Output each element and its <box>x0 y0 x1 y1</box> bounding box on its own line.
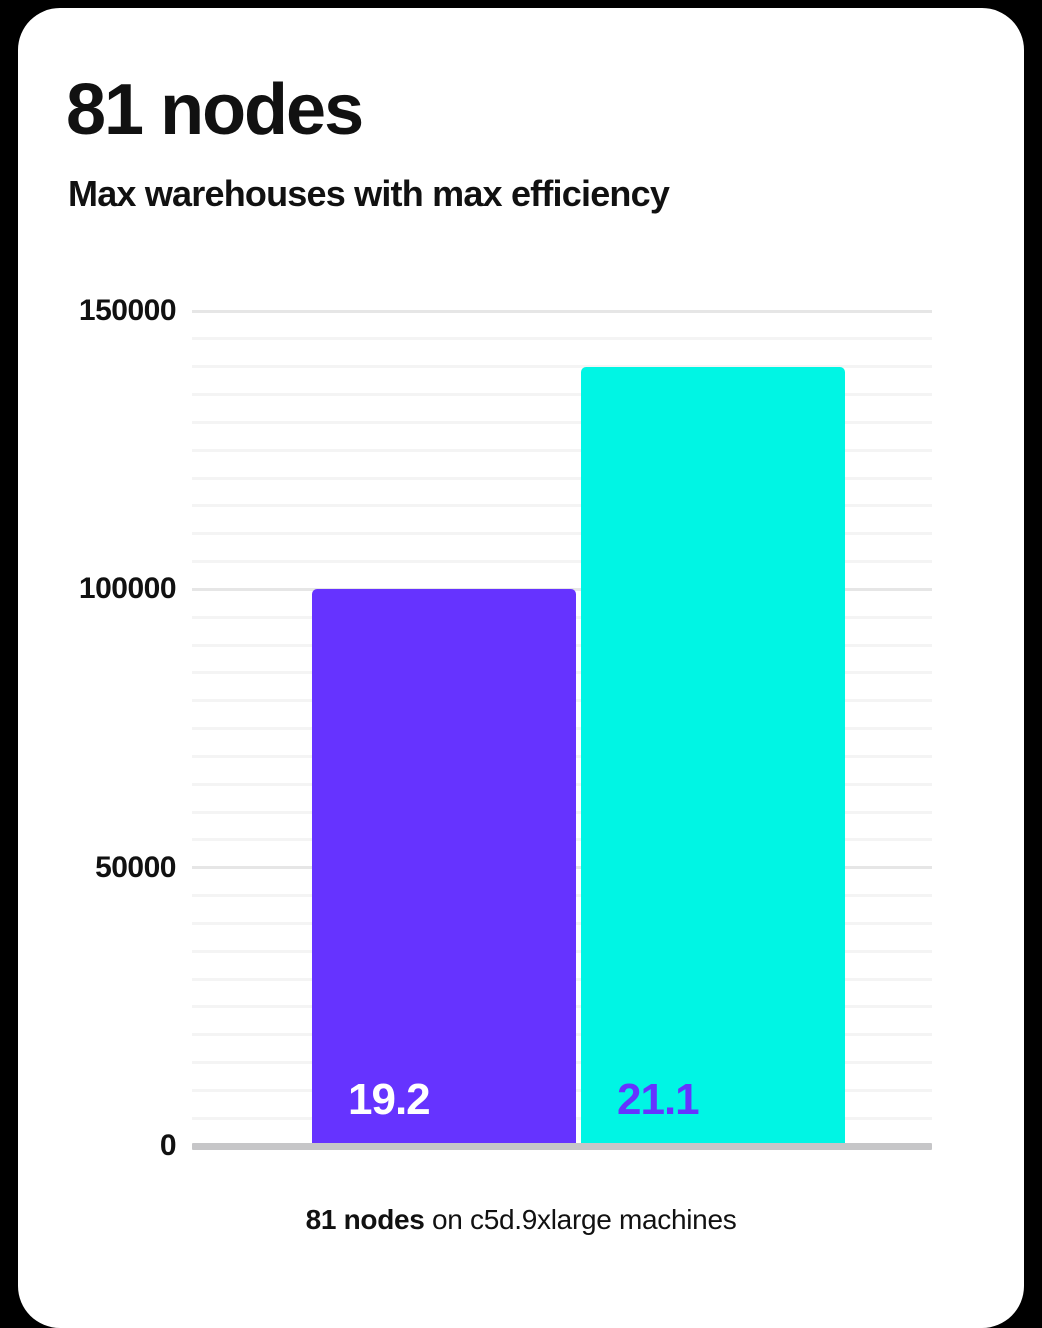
gridline-minor <box>192 337 932 341</box>
gridline-minor <box>192 393 932 396</box>
bar-value-label-1: 19.2 <box>348 1075 431 1124</box>
chart-card: 81 nodes Max warehouses with max efficie… <box>18 8 1024 1328</box>
plot-area: 19.2 21.1 150000 100000 50000 0 <box>79 294 932 1162</box>
gridline-minor <box>192 448 932 452</box>
x-axis-baseline <box>192 1143 932 1150</box>
y-axis-tick-label: 50000 <box>95 850 176 884</box>
chart-card-inner: 81 nodes Max warehouses with max efficie… <box>18 8 1024 1310</box>
caption-bold: 81 nodes <box>305 1204 425 1235</box>
gridline-minor <box>192 365 932 369</box>
gridline-minor <box>192 504 932 508</box>
bar-1: 19.2 <box>312 589 576 1146</box>
page-title: 81 nodes <box>66 70 364 150</box>
bar-value-label-2: 21.1 <box>617 1075 700 1124</box>
chart-caption: 81 nodes on c5d.9xlarge machines <box>18 1204 1024 1236</box>
gridline-minor <box>192 560 932 563</box>
gridline-major <box>192 309 932 313</box>
gridline-minor <box>192 476 932 480</box>
y-axis-tick-label: 150000 <box>78 294 177 327</box>
bar-2: 21.1 <box>581 366 845 1146</box>
y-axis-tick-label: 100000 <box>78 572 177 606</box>
y-axis-tick-label: 0 <box>159 1129 177 1162</box>
chart-subtitle: Max warehouses with max efficiency <box>68 173 670 214</box>
gridline-major <box>192 587 932 591</box>
gridline-minor <box>192 532 932 536</box>
gridline-minor <box>192 420 932 424</box>
caption-rest: on c5d.9xlarge machines <box>424 1204 737 1235</box>
